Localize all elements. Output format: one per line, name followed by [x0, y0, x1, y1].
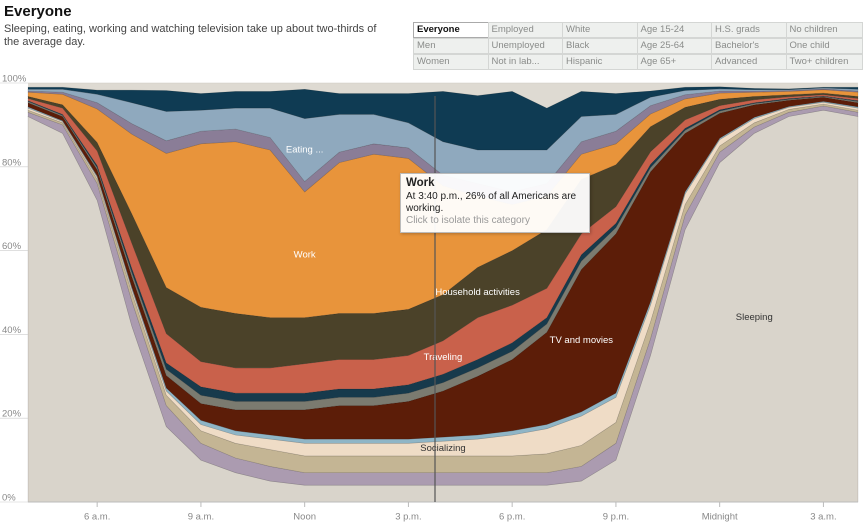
y-tick-label: 40% — [2, 325, 22, 336]
filter-button[interactable]: Not in lab... — [487, 54, 565, 70]
chart-subtitle: Sleeping, eating, working and watching t… — [4, 23, 377, 48]
filter-button[interactable]: Employed — [487, 22, 565, 38]
filter-button[interactable]: Bachelor's — [711, 38, 788, 54]
y-tick-label: 60% — [2, 241, 22, 252]
x-tick-label: 9 a.m. — [188, 512, 214, 523]
filter-button[interactable]: Unemployed — [487, 38, 565, 54]
y-tick-label: 20% — [2, 409, 22, 420]
filter-button[interactable]: Advanced — [711, 54, 788, 70]
tooltip-hint: Click to isolate this category — [406, 215, 530, 226]
filter-button[interactable]: Black — [562, 38, 639, 54]
area-label: Household activities — [435, 287, 520, 298]
filter-button[interactable]: Hispanic — [562, 54, 639, 70]
x-tick-label: 9 p.m. — [603, 512, 629, 523]
filter-button[interactable]: Women — [413, 54, 490, 70]
area-label: Socializing — [420, 443, 465, 454]
filter-button[interactable]: Two+ children — [785, 54, 863, 70]
area — [27, 86, 859, 151]
area — [27, 95, 859, 402]
area-label: Eating ... — [286, 145, 324, 156]
filter-button[interactable]: One child — [785, 38, 863, 54]
x-tick-label: 6 p.m. — [499, 512, 525, 523]
x-tick-label: 6 a.m. — [84, 512, 110, 523]
tooltip-text: At 3:40 p.m., 26% of all Americans are w… — [406, 191, 577, 214]
filter-button[interactable]: Age 15-24 — [636, 22, 714, 38]
tooltip-title: Work — [406, 177, 435, 189]
filter-button[interactable]: H.S. grads — [711, 22, 788, 38]
area-label: Work — [294, 249, 316, 260]
chart-title: Everyone — [4, 3, 72, 20]
area-label: Sleeping — [736, 312, 773, 323]
filter-button[interactable]: Everyone — [413, 22, 490, 38]
y-tick-label: 80% — [2, 157, 22, 168]
filter-button[interactable]: Age 25-64 — [636, 38, 714, 54]
filter-button[interactable]: No children — [785, 22, 863, 38]
y-tick-label: 100% — [2, 74, 27, 85]
area-label: Traveling — [424, 352, 463, 363]
area-label: TV and movies — [550, 335, 614, 346]
x-tick-label: Noon — [293, 512, 316, 523]
filter-button[interactable]: Age 65+ — [636, 54, 714, 70]
x-tick-label: Midnight — [702, 512, 738, 523]
tooltip: Work At 3:40 p.m., 26% of all Americans … — [400, 173, 590, 233]
x-tick-label: 3 a.m. — [810, 512, 836, 523]
area — [27, 92, 859, 369]
y-tick-label: 0% — [2, 493, 16, 504]
filter-button[interactable]: White — [562, 22, 639, 38]
x-tick-label: 3 p.m. — [395, 512, 421, 523]
filter-button[interactable]: Men — [413, 38, 490, 54]
